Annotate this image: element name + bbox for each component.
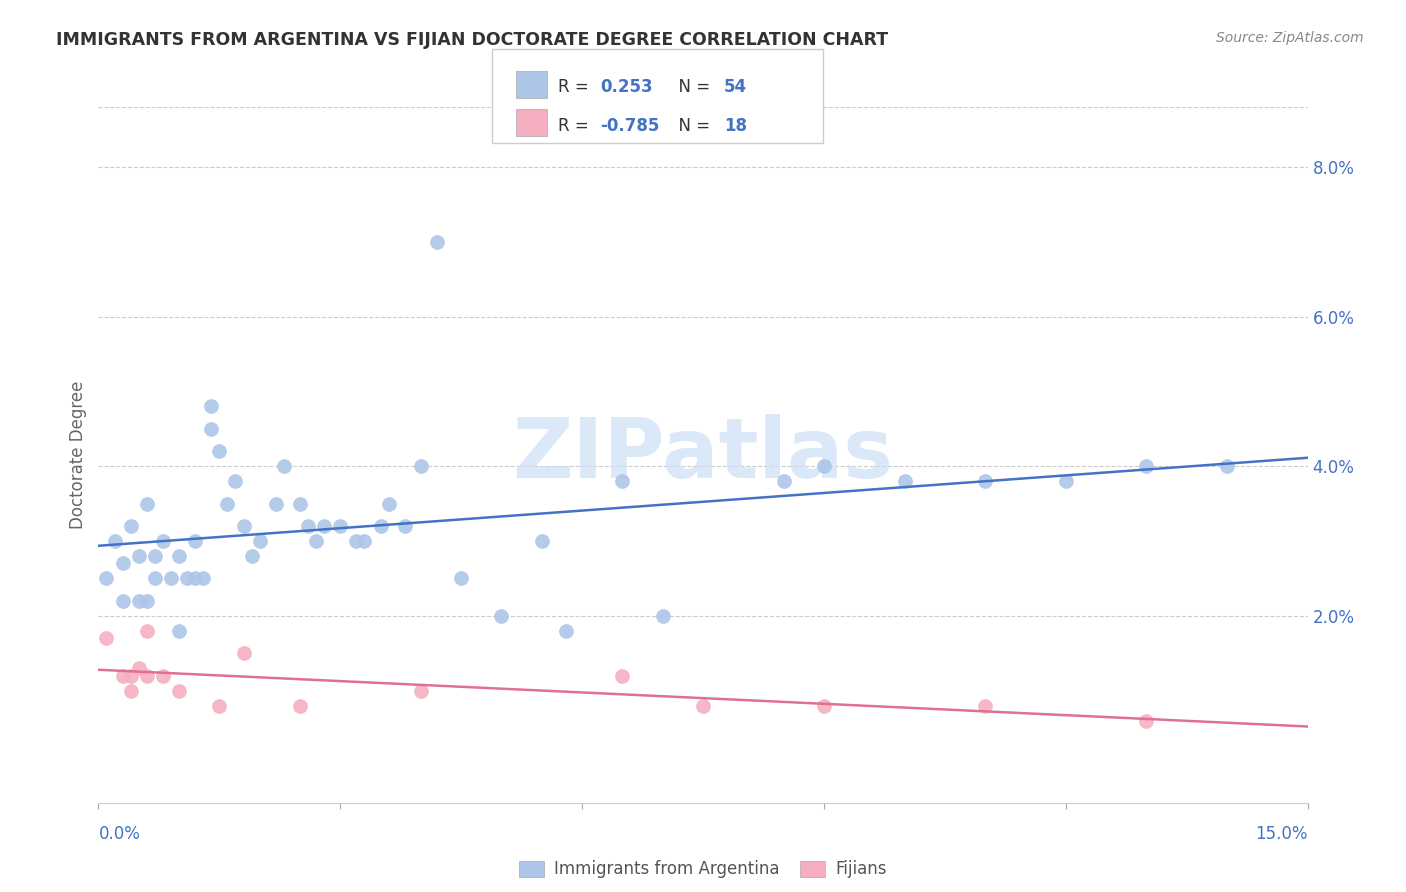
Point bbox=[152, 533, 174, 548]
Point bbox=[651, 608, 673, 623]
Point bbox=[208, 444, 231, 458]
Legend: Immigrants from Argentina, Fijians: Immigrants from Argentina, Fijians bbox=[513, 854, 893, 885]
Point bbox=[135, 668, 157, 682]
Point bbox=[612, 474, 634, 488]
Point bbox=[128, 549, 150, 563]
Point bbox=[772, 474, 794, 488]
Point bbox=[167, 549, 190, 563]
Point bbox=[249, 533, 271, 548]
Point bbox=[692, 698, 714, 713]
Point bbox=[297, 519, 319, 533]
Point bbox=[344, 533, 367, 548]
Point bbox=[813, 459, 835, 474]
Point bbox=[143, 571, 166, 585]
Point bbox=[974, 474, 997, 488]
Point bbox=[813, 698, 835, 713]
Point bbox=[264, 497, 287, 511]
Text: Source: ZipAtlas.com: Source: ZipAtlas.com bbox=[1216, 31, 1364, 45]
Point bbox=[370, 519, 392, 533]
Point bbox=[240, 549, 263, 563]
Point bbox=[409, 459, 432, 474]
Point bbox=[288, 497, 311, 511]
Point bbox=[160, 571, 183, 585]
Point bbox=[232, 646, 254, 660]
Point bbox=[1216, 459, 1239, 474]
Point bbox=[120, 668, 142, 682]
Point bbox=[305, 533, 328, 548]
Text: 18: 18 bbox=[724, 117, 747, 135]
Point bbox=[450, 571, 472, 585]
Text: 54: 54 bbox=[724, 78, 747, 96]
Point bbox=[1135, 459, 1157, 474]
Point bbox=[111, 557, 134, 571]
Point bbox=[353, 533, 375, 548]
Point bbox=[184, 571, 207, 585]
Point bbox=[377, 497, 399, 511]
Point bbox=[555, 624, 578, 638]
Point bbox=[208, 698, 231, 713]
Point bbox=[167, 683, 190, 698]
Point bbox=[111, 668, 134, 682]
Point bbox=[135, 594, 157, 608]
Point bbox=[111, 594, 134, 608]
Point bbox=[893, 474, 915, 488]
Point bbox=[128, 594, 150, 608]
Text: 15.0%: 15.0% bbox=[1256, 825, 1308, 843]
Point bbox=[217, 497, 239, 511]
Point bbox=[530, 533, 553, 548]
Text: N =: N = bbox=[668, 117, 716, 135]
Point bbox=[167, 624, 190, 638]
Point bbox=[491, 608, 513, 623]
Point bbox=[394, 519, 416, 533]
Point bbox=[200, 399, 222, 413]
Point bbox=[143, 549, 166, 563]
Point bbox=[135, 497, 157, 511]
Point bbox=[232, 519, 254, 533]
Point bbox=[96, 571, 118, 585]
Point bbox=[314, 519, 336, 533]
Text: 0.253: 0.253 bbox=[600, 78, 652, 96]
Point bbox=[176, 571, 198, 585]
Text: R =: R = bbox=[558, 78, 595, 96]
Point bbox=[612, 668, 634, 682]
Point bbox=[409, 683, 432, 698]
Point bbox=[193, 571, 215, 585]
Text: IMMIGRANTS FROM ARGENTINA VS FIJIAN DOCTORATE DEGREE CORRELATION CHART: IMMIGRANTS FROM ARGENTINA VS FIJIAN DOCT… bbox=[56, 31, 889, 49]
Point bbox=[152, 668, 174, 682]
Point bbox=[974, 698, 997, 713]
Point bbox=[184, 533, 207, 548]
Point bbox=[96, 631, 118, 645]
Point bbox=[120, 683, 142, 698]
Point bbox=[103, 533, 125, 548]
Point bbox=[426, 235, 449, 249]
Point bbox=[128, 661, 150, 675]
Point bbox=[1054, 474, 1077, 488]
Text: -0.785: -0.785 bbox=[600, 117, 659, 135]
Point bbox=[329, 519, 352, 533]
Text: N =: N = bbox=[668, 78, 716, 96]
Text: 0.0%: 0.0% bbox=[98, 825, 141, 843]
Point bbox=[120, 519, 142, 533]
Point bbox=[200, 422, 222, 436]
Y-axis label: Doctorate Degree: Doctorate Degree bbox=[69, 381, 87, 529]
Point bbox=[273, 459, 295, 474]
Text: R =: R = bbox=[558, 117, 595, 135]
Point bbox=[288, 698, 311, 713]
Point bbox=[135, 624, 157, 638]
Point bbox=[224, 474, 246, 488]
Point bbox=[1135, 714, 1157, 728]
Text: ZIPatlas: ZIPatlas bbox=[513, 415, 893, 495]
